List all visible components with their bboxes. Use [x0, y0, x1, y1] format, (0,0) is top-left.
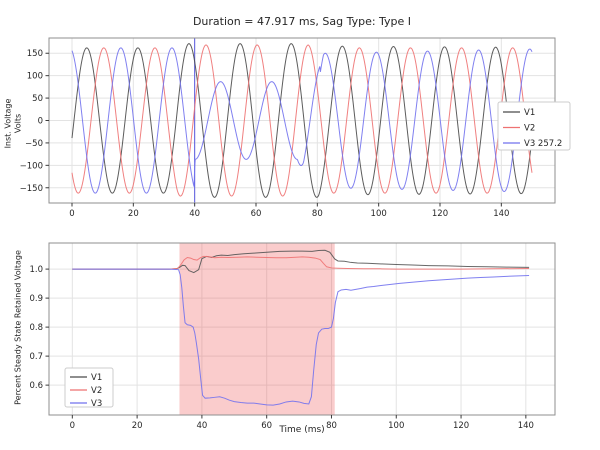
top-plot-axes: 0 20 40 60 80 100 120 140 150 100 50 0 −50 −100 −150	[20, 37, 556, 219]
y-tick-label: −150	[20, 184, 43, 194]
waveform-v3	[71, 47, 533, 194]
x-tick-label: 0	[70, 421, 75, 431]
x-tick-label: 120	[432, 209, 448, 219]
x-tick-label: 20	[132, 421, 143, 431]
legend-item-label: V2	[524, 124, 535, 134]
y-tick-label: 0.8	[29, 323, 43, 333]
x-tick-label: 20	[128, 209, 139, 219]
x-tick-label: 80	[312, 209, 323, 219]
top-plot-legend: V1 V2 V3 257.2	[497, 101, 571, 151]
x-tick-label: 40	[196, 421, 207, 431]
y-tick-label: 0.9	[29, 294, 43, 304]
y-tick-label: 0.7	[29, 352, 43, 362]
top-y-axis-label: Inst. Voltage Volts	[4, 64, 23, 184]
x-axis-label: Time (ms)	[279, 425, 325, 435]
sag-region-highlight	[179, 243, 335, 415]
top-y-axis-label-line2: Volts	[13, 113, 22, 134]
x-tick-label: 40	[189, 209, 200, 219]
x-tick-label: 140	[518, 421, 534, 431]
legend-item-label: V1	[91, 373, 102, 383]
legend-item-label: V3	[91, 399, 102, 409]
x-tick-label: 80	[326, 421, 337, 431]
y-tick-label: 1.0	[29, 265, 43, 275]
x-tick-label: 0	[69, 209, 74, 219]
axes-frame	[48, 242, 556, 416]
y-tick-label: 50	[32, 94, 43, 104]
y-tick-label: 0.6	[29, 381, 43, 391]
y-tick-label: 100	[27, 72, 43, 82]
bottom-plot-axes: 0 20 40 60 80 100 120 140 1.0 0.9 0.8 0.7 0.6	[29, 242, 556, 431]
retained-voltage-v2	[72, 255, 530, 270]
x-tick-label: 60	[251, 209, 262, 219]
bottom-plot-legend: V1 V2 V3	[64, 367, 114, 409]
x-tick-label: 100	[371, 209, 387, 219]
bottom-y-axis-label: Percent Steady State Retained Voltage	[13, 250, 23, 405]
chart-title: Duration = 47.917 ms, Sag Type: Type I	[192, 15, 412, 28]
top-y-axis-label-line1: Inst. Voltage	[3, 98, 13, 149]
x-tick-label: 100	[388, 421, 404, 431]
bottom-plot-legend-box	[64, 367, 114, 408]
waveform-v2	[71, 44, 533, 197]
y-tick-label: 150	[27, 49, 43, 59]
x-tick-label: 140	[493, 209, 509, 219]
y-tick-label: −50	[25, 139, 43, 149]
legend-item-label: V3 257.2	[524, 139, 562, 149]
x-tick-label: 120	[453, 421, 469, 431]
retained-voltage-v1	[72, 249, 530, 274]
waveform-v1	[71, 43, 533, 198]
x-tick-label: 60	[261, 421, 272, 431]
legend-item-label: V2	[91, 386, 102, 396]
legend-item-label: V1	[524, 108, 535, 118]
y-tick-label: 0	[38, 117, 43, 127]
retained-voltage-v3	[72, 268, 530, 406]
y-tick-label: −100	[20, 161, 43, 171]
top-plot-legend-box	[497, 101, 571, 151]
